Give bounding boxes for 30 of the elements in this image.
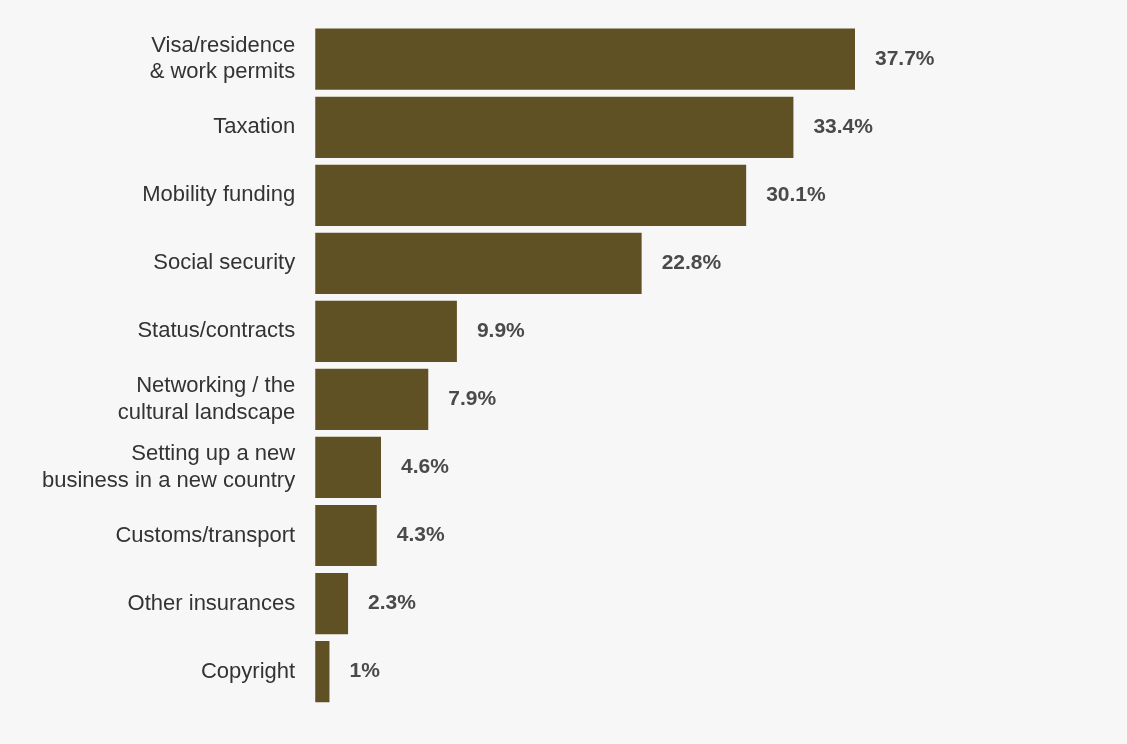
bar [315, 368, 429, 431]
data-label: 9.9% [476, 318, 526, 342]
y-tick-label: Social security [153, 249, 296, 275]
y-tick-label: Networking / the cultural landscape [117, 372, 296, 424]
bar [315, 640, 330, 703]
data-label: 30.1% [766, 182, 827, 206]
bar [315, 436, 382, 499]
bar [315, 572, 349, 635]
y-tick-label: Customs/transport [115, 521, 296, 547]
data-label: 7.9% [448, 386, 497, 410]
data-label: 1% [349, 658, 381, 682]
data-label: 33.4% [813, 114, 874, 138]
bar [315, 232, 642, 294]
bar [315, 164, 747, 226]
y-tick-label: Other insurances [127, 589, 296, 615]
y-tick-label: Mobility funding [142, 181, 296, 207]
y-tick-label: Status/contracts [137, 317, 296, 343]
bar [315, 28, 855, 90]
y-tick-label: Visa/residence & work permits [149, 32, 296, 84]
bar [315, 300, 457, 362]
data-label: 37.7% [875, 46, 935, 70]
y-tick-label: Copyright [200, 657, 296, 683]
bar [315, 504, 377, 567]
data-label: 2.3% [368, 590, 417, 614]
y-tick-label: Setting up a new business in a new country [42, 440, 296, 492]
data-label: 22.8% [661, 250, 722, 274]
data-label: 4.3% [396, 522, 445, 546]
bar [315, 96, 794, 158]
y-tick-label: Taxation [213, 113, 296, 139]
data-label: 4.6% [401, 454, 450, 478]
